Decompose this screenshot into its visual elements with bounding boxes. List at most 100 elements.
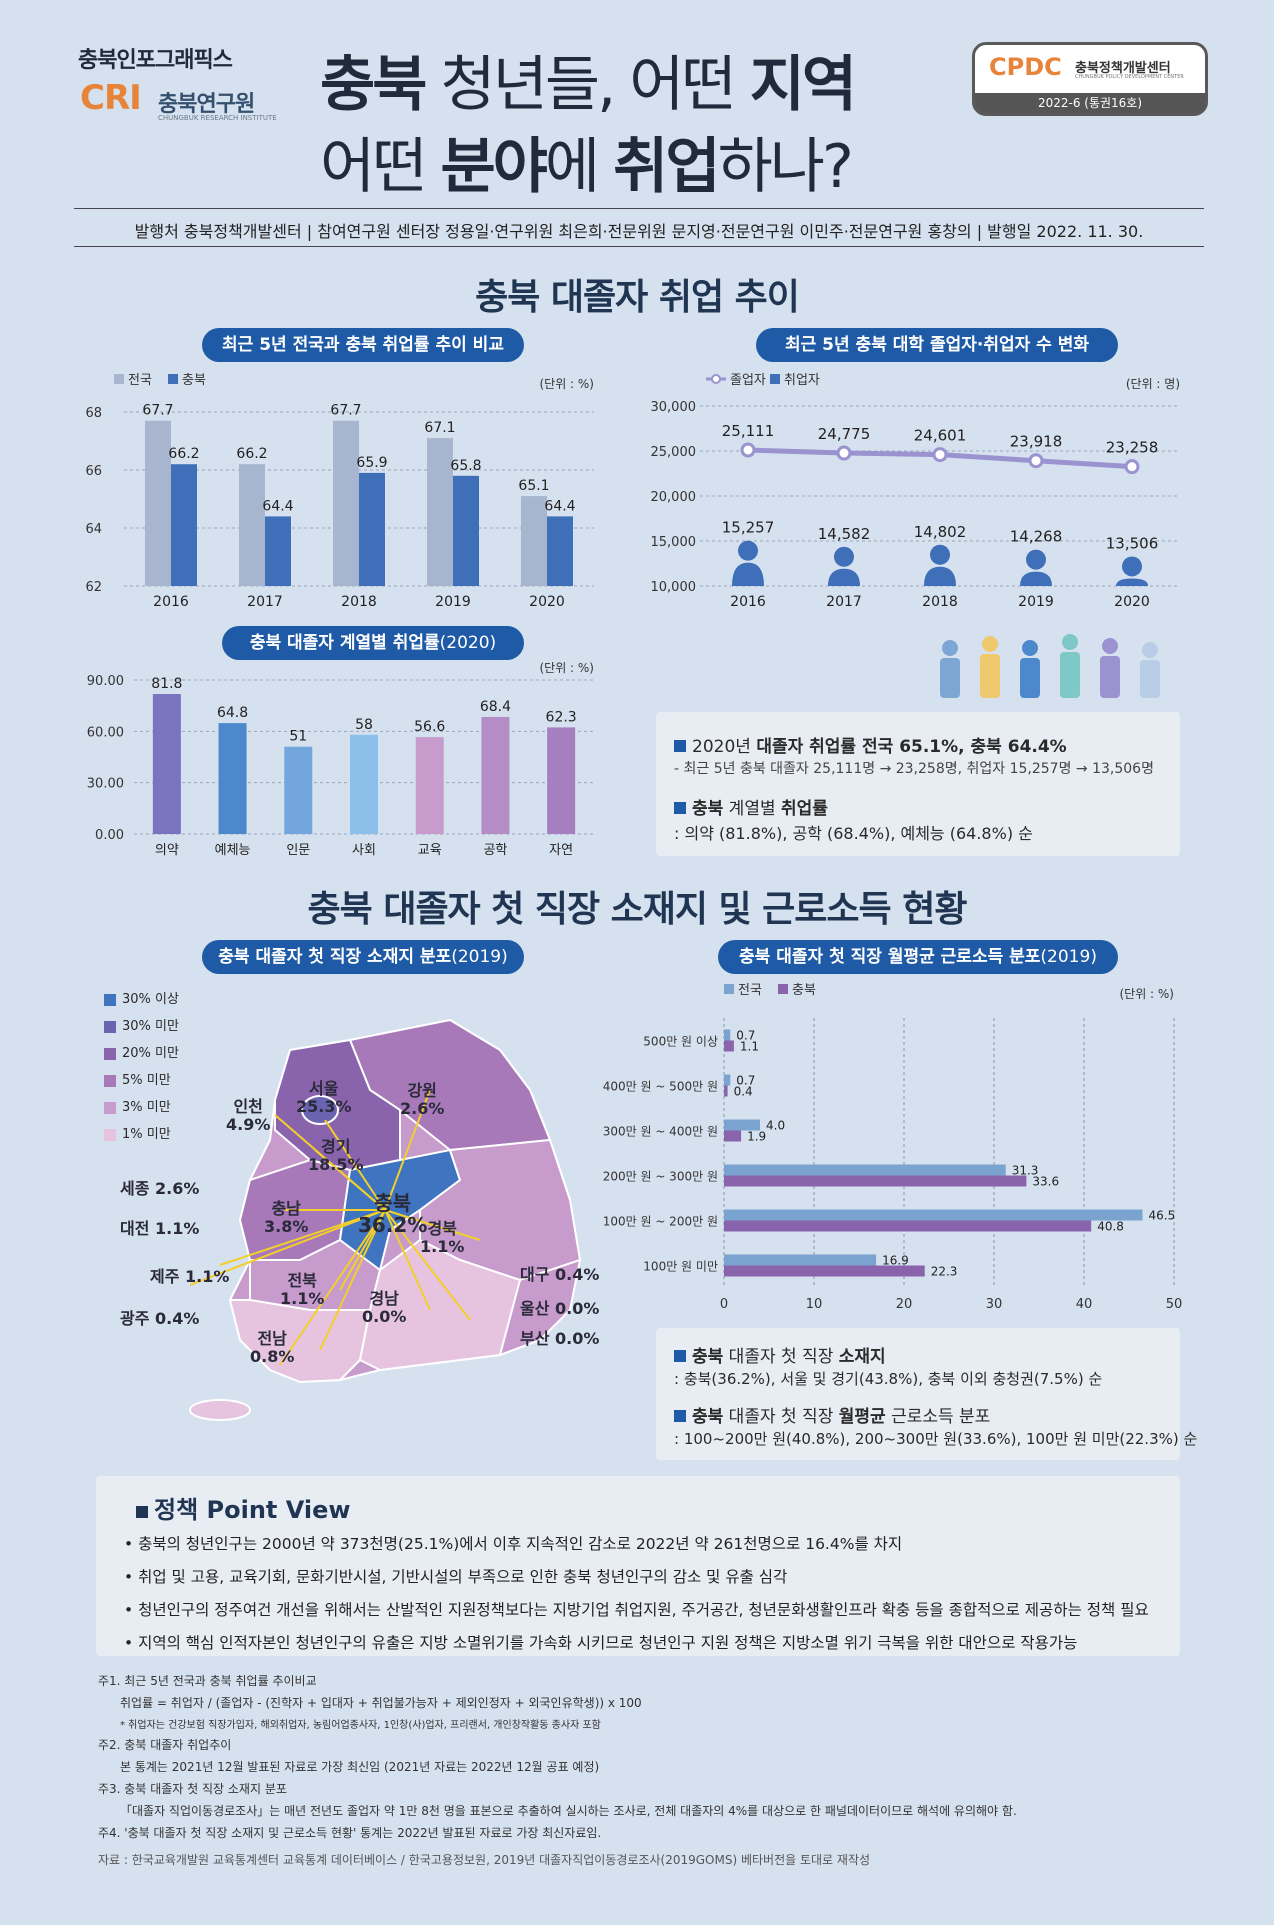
cri-logo: CRI — [80, 78, 142, 118]
map-label-광주: 광주 0.4% — [120, 1309, 200, 1328]
y-tick-label: 60.00 — [87, 725, 124, 740]
summary1-line4: : 의약 (81.8%), 공학 (68.4%), 예체능 (64.8%) 순 — [674, 824, 1033, 843]
map-legend-swatch — [104, 993, 116, 1006]
chart4-title: 충북 대졸자 첫 직장 월평균 근로소득 분포(2019) — [718, 940, 1118, 974]
brand-title: 충북인포그래픽스 — [78, 48, 233, 73]
y-tick-label: 100만 원 ~ 200만 원 — [603, 1215, 718, 1229]
y-tick-label: 400만 원 ~ 500만 원 — [603, 1080, 718, 1094]
policy-items: • 충북의 청년인구는 2000년 약 373천명(25.1%)에서 이후 지속… — [124, 1532, 1164, 1664]
bar — [521, 496, 547, 586]
bar — [284, 746, 313, 834]
map-legend-label: 5% 미만 — [122, 1073, 171, 1088]
divider-bottom — [74, 246, 1204, 247]
section1-title: 충북 대졸자 취업 추이 — [475, 277, 800, 318]
map-legend-item: 5% 미만 — [104, 1069, 179, 1088]
data-label: 51 — [289, 729, 307, 745]
data-label: 24,601 — [914, 427, 967, 445]
map-label-세종: 세종 2.6% — [120, 1179, 200, 1198]
footnote-line: 자료 : 한국교육개발원 교육통계센터 교육통계 데이터베이스 / 한국고용정보… — [98, 1853, 871, 1867]
legend-label: 전국 — [128, 373, 152, 388]
bullet-square-icon — [674, 1350, 686, 1362]
x-tick-label: 10 — [806, 1297, 823, 1312]
map-legend-swatch — [104, 1047, 116, 1060]
legend-swatch — [168, 374, 178, 384]
data-label: 65.1 — [518, 478, 549, 494]
bullet-square-icon — [674, 802, 686, 814]
y-tick-label: 64 — [85, 522, 102, 537]
map-label-인천: 인천 4.9% — [226, 1097, 271, 1134]
policy-title: 정책 Point View — [136, 1490, 351, 1525]
map-label-충남: 충남 3.8% — [264, 1199, 309, 1236]
x-tick-label: 2019 — [435, 594, 471, 610]
map-label-대전: 대전 1.1% — [120, 1219, 200, 1238]
brand-subtitle: CHUNGBUK RESEARCH INSTITUTE — [158, 114, 277, 122]
summary1-line2: - 최근 5년 충북 대졸자 25,111명 → 23,258명, 취업자 15… — [674, 761, 1154, 777]
x-tick-label: 2020 — [1114, 594, 1150, 610]
chart3-title: 충북 대졸자 계열별 취업률(2020) — [222, 626, 524, 660]
data-label: 68.4 — [480, 699, 511, 715]
chart2-graduates-employed: 졸업자 취업자 (단위 : 명) 10,000 15,000 20,000 25,000 30… — [651, 373, 1180, 610]
chart1-employment-rate: 전국 충북 (단위 : %) 62 64 66 68 67.7 66.2 2016 66.2 64.4… — [85, 373, 594, 610]
brand-name: 충북연구원 — [158, 92, 255, 117]
x-tick-label: 0 — [720, 1297, 728, 1312]
y-tick-label: 30.00 — [87, 777, 124, 792]
data-label: 23,258 — [1106, 439, 1159, 457]
cpdc-logo: CPDC 충북정책개발센터 CHUNGBUK POLICY DEVELOPMEN… — [972, 42, 1208, 116]
y-tick-label: 100만 원 미만 — [643, 1260, 718, 1274]
data-label: 64.8 — [217, 705, 248, 721]
x-tick-label: 2016 — [153, 594, 189, 610]
data-label: 56.6 — [414, 719, 445, 735]
data-label: 62.3 — [546, 709, 577, 725]
bullet-square-icon — [674, 1410, 686, 1422]
line-point — [740, 442, 756, 458]
footnote-line: * 취업자는 건강보험 직장가입자, 해외취업자, 농림어업종사자, 1인창(사… — [120, 1720, 601, 1731]
publication-info: 발행처 충북정책개발센터 | 참여연구원 센터장 정용일·연구위원 최은희·전문… — [134, 222, 1144, 241]
section1-summary: 2020년 대졸자 취업률 전국 65.1%, 충북 64.4% - 최근 5년… — [656, 712, 1180, 856]
data-label: 40.8 — [1097, 1220, 1124, 1234]
x-tick-label: 40 — [1076, 1297, 1093, 1312]
bar — [724, 1220, 1092, 1232]
map-legend-label: 3% 미만 — [122, 1100, 171, 1115]
data-label: 66.2 — [236, 446, 267, 462]
cpdc-logo-text: CPDC — [989, 53, 1062, 81]
x-tick-label: 50 — [1166, 1297, 1183, 1312]
x-tick-label: 2018 — [341, 594, 377, 610]
data-label: 4.0 — [766, 1119, 785, 1133]
line-point — [1028, 453, 1044, 469]
data-label: 64.4 — [262, 498, 293, 514]
x-tick-label: 교육 — [418, 843, 442, 858]
data-label: 0.4 — [734, 1085, 753, 1099]
map-legend-swatch — [104, 1128, 116, 1141]
data-label: 0.7 — [736, 1029, 755, 1043]
x-tick-label: 2017 — [826, 594, 862, 610]
section2-summary: 충북 대졸자 첫 직장 소재지 : 충북(36.2%), 서울 및 경기(43.… — [656, 1328, 1197, 1460]
data-label: 31.3 — [1012, 1164, 1039, 1178]
bar — [453, 475, 479, 586]
map-label-서울: 서울 25.3% — [296, 1079, 352, 1116]
data-label: 23,918 — [1010, 433, 1063, 451]
bar — [724, 1029, 731, 1041]
unit-label: (단위 : %) — [539, 661, 594, 675]
data-label: 15,257 — [722, 519, 775, 537]
bar — [547, 516, 573, 586]
map-legend: 30% 이상 30% 미만 20% 미만 5% 미만 3% 미만 1% 미만 — [104, 988, 179, 1150]
x-tick-label: 예체능 — [215, 843, 251, 858]
bar — [724, 1130, 742, 1142]
data-label: 46.5 — [1149, 1209, 1176, 1223]
korea-map — [189, 1018, 582, 1421]
x-tick-label: 의약 — [155, 843, 179, 858]
person-icon — [1026, 549, 1046, 570]
map-label-강원: 강원 2.6% — [400, 1081, 445, 1118]
data-label: 16.9 — [882, 1254, 909, 1268]
bar — [724, 1265, 925, 1277]
y-tick-label: 68 — [85, 406, 102, 421]
policy-box: 정책 Point View • 충북의 청년인구는 2000년 약 373천명(… — [96, 1476, 1180, 1656]
footnotes: 주1. 최근 5년 전국과 충북 취업률 추이비교 취업률 = 취업자 / (졸업… — [98, 1672, 1188, 1873]
data-label: 67.7 — [142, 403, 173, 419]
cpdc-subtitle: CHUNGBUK POLICY DEVELOPMENT CENTER — [1075, 74, 1184, 80]
legend-label: 충북 — [792, 983, 816, 998]
person-icon — [1122, 556, 1142, 577]
bar — [724, 1040, 734, 1052]
bar — [724, 1209, 1143, 1221]
y-tick-label: 25,000 — [651, 445, 697, 460]
